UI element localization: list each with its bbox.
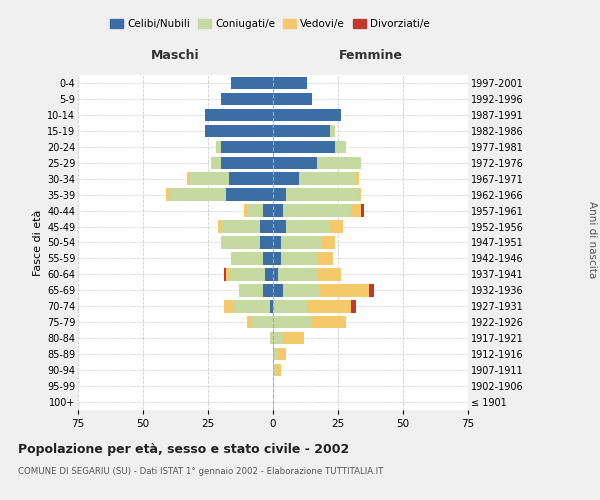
Bar — [234, 300, 271, 312]
Bar — [273, 188, 286, 201]
Bar — [221, 140, 273, 153]
Bar — [307, 300, 351, 312]
Bar — [239, 284, 263, 296]
Bar — [273, 108, 341, 121]
Bar — [283, 332, 304, 344]
Bar — [273, 316, 312, 328]
Bar — [317, 156, 361, 169]
Bar — [299, 172, 356, 185]
Bar — [273, 77, 307, 89]
Bar — [216, 140, 221, 153]
Bar — [229, 268, 265, 280]
Bar — [247, 204, 263, 217]
Bar — [273, 124, 330, 137]
Bar — [283, 284, 320, 296]
Bar — [232, 252, 263, 264]
Legend: Celibi/Nubili, Coniugati/e, Vedovi/e, Divorziati/e: Celibi/Nubili, Coniugati/e, Vedovi/e, Di… — [106, 15, 434, 34]
Bar — [205, 108, 273, 121]
Bar — [351, 204, 361, 217]
Bar — [273, 156, 317, 169]
Bar — [263, 284, 273, 296]
Bar — [312, 316, 346, 328]
Bar — [273, 236, 281, 248]
Bar — [221, 92, 273, 105]
Bar — [359, 188, 361, 201]
Bar — [351, 300, 356, 312]
Bar — [229, 172, 273, 185]
Bar — [260, 236, 273, 248]
Bar — [226, 188, 273, 201]
Text: Femmine: Femmine — [338, 49, 403, 62]
Bar — [273, 172, 299, 185]
Text: Anni di nascita: Anni di nascita — [587, 202, 597, 278]
Bar — [273, 220, 286, 233]
Bar — [356, 172, 359, 185]
Bar — [271, 300, 273, 312]
Bar — [286, 220, 330, 233]
Bar — [166, 188, 169, 201]
Bar — [224, 300, 234, 312]
Bar — [281, 252, 317, 264]
Bar — [273, 284, 283, 296]
Bar — [190, 172, 229, 185]
Bar — [221, 236, 260, 248]
Bar — [232, 77, 273, 89]
Bar — [263, 252, 273, 264]
Bar — [273, 92, 312, 105]
Bar — [275, 364, 281, 376]
Bar — [224, 268, 226, 280]
Bar — [244, 204, 247, 217]
Text: COMUNE DI SEGARIU (SU) - Dati ISTAT 1° gennaio 2002 - Elaborazione TUTTITALIA.IT: COMUNE DI SEGARIU (SU) - Dati ISTAT 1° g… — [18, 468, 383, 476]
Bar — [320, 284, 369, 296]
Bar — [273, 348, 278, 360]
Bar — [273, 300, 307, 312]
Bar — [247, 316, 252, 328]
Bar — [221, 156, 273, 169]
Bar — [273, 268, 278, 280]
Bar — [283, 204, 351, 217]
Bar — [369, 284, 374, 296]
Bar — [221, 220, 260, 233]
Bar — [278, 268, 317, 280]
Bar — [211, 156, 221, 169]
Bar — [322, 236, 335, 248]
Y-axis label: Fasce di età: Fasce di età — [32, 210, 43, 276]
Bar — [260, 220, 273, 233]
Bar — [218, 220, 221, 233]
Bar — [273, 204, 283, 217]
Bar — [330, 220, 343, 233]
Text: Popolazione per età, sesso e stato civile - 2002: Popolazione per età, sesso e stato civil… — [18, 442, 349, 456]
Bar — [273, 140, 335, 153]
Text: Maschi: Maschi — [151, 49, 200, 62]
Bar — [226, 268, 229, 280]
Bar — [317, 268, 341, 280]
Bar — [317, 252, 333, 264]
Bar — [278, 348, 286, 360]
Bar — [169, 188, 226, 201]
Bar — [273, 252, 281, 264]
Bar — [187, 172, 190, 185]
Bar — [335, 140, 346, 153]
Bar — [205, 124, 273, 137]
Bar — [286, 188, 359, 201]
Bar — [273, 364, 275, 376]
Bar — [361, 204, 364, 217]
Bar — [271, 332, 273, 344]
Bar — [265, 268, 273, 280]
Bar — [263, 204, 273, 217]
Bar — [330, 124, 335, 137]
Bar — [281, 236, 322, 248]
Bar — [273, 332, 283, 344]
Bar — [252, 316, 273, 328]
